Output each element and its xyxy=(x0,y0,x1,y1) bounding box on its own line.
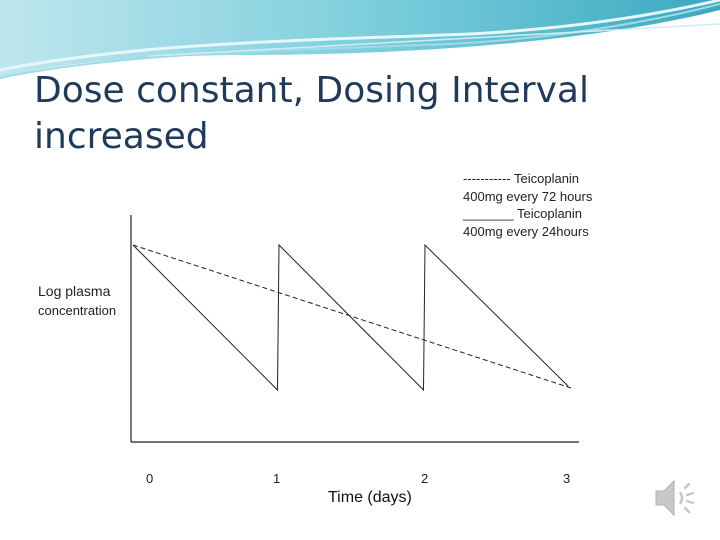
x-tick-label: 2 xyxy=(421,471,429,486)
legend-line-4: 400mg every 24hours xyxy=(463,223,589,239)
x-axis-title: Time (days) xyxy=(328,489,412,506)
series-line-every-72-hours xyxy=(132,244,572,389)
y-axis-label-line-2: concentration xyxy=(38,303,117,318)
chart-legend: ----------- Teicoplanin 400mg every 72 h… xyxy=(457,168,627,252)
legend-line-1: ----------- Teicoplanin xyxy=(463,171,580,186)
x-axis-labels: 0 1 2 3 Time (days) xyxy=(140,465,610,515)
series-line-every-24-hours xyxy=(132,243,569,392)
series-layer xyxy=(132,243,572,392)
x-tick-label: 3 xyxy=(563,471,571,486)
legend-line-2: 400mg every 72 hours xyxy=(463,188,593,204)
x-tick-label: 0 xyxy=(146,471,154,486)
y-axis-label-line-1: Log plasma xyxy=(38,283,111,299)
y-axis-label: Log plasma concentration xyxy=(34,280,128,324)
speaker-icon[interactable] xyxy=(652,476,702,520)
header-wave-decoration xyxy=(0,0,720,79)
x-tick-label: 1 xyxy=(273,471,281,486)
legend-line-3: _______ Teicoplanin xyxy=(463,206,583,221)
slide-title: Dose constant, Dosing Interval increased xyxy=(34,70,589,157)
